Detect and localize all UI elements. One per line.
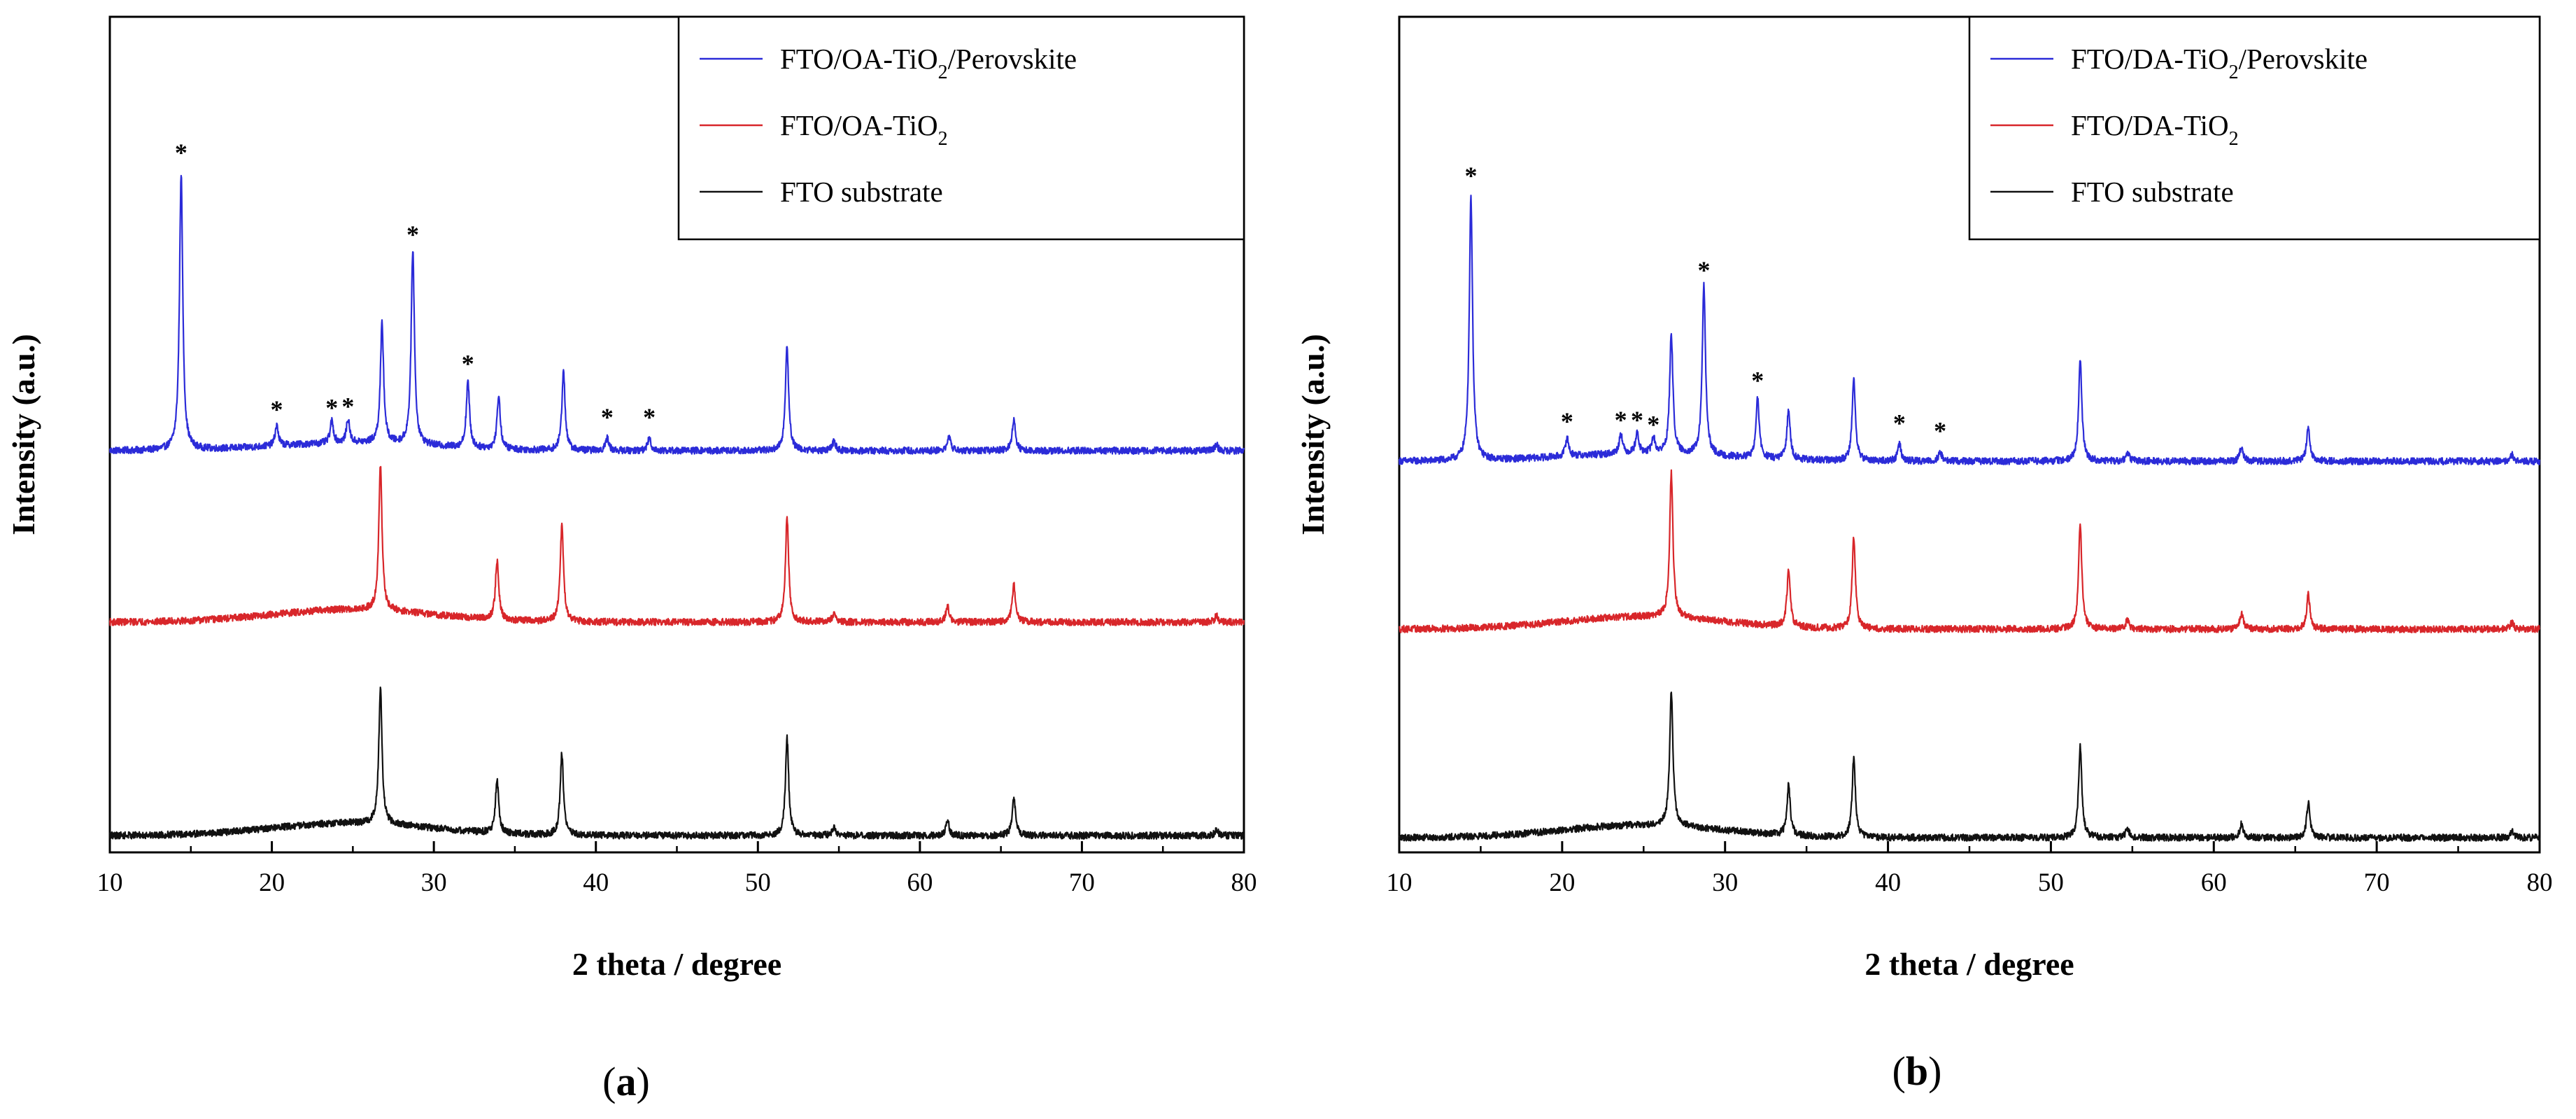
legend-label-suffix: /Perovskite [948,43,1077,75]
x-tick-label: 50 [745,868,771,897]
legend-label-2: FTO substrate [2071,176,2234,208]
series-line-1 [108,465,1245,626]
legend-label-subscript: 2 [938,62,948,83]
legend-label-2: FTO substrate [780,176,943,208]
y-axis-title: Intensity (a.u.) [6,334,41,535]
peak-star-marker: * [1934,417,1946,445]
chart-panel-b: ** * * **** *10 20 30 40 50 60 70 802 theta / degre… [1295,15,2553,1094]
panel-label-close: ) [1928,1048,1941,1094]
x-tick-label: 10 [1387,868,1413,897]
peak-star-marker: * [643,403,656,431]
series-line-2 [109,687,1245,840]
legend-label-subscript: 2 [938,128,948,150]
peak-star-marker: * [1615,406,1627,434]
legend-label-1: FTO/OA-TiO2 [780,109,948,150]
peak-star-marker: * [325,394,338,422]
y-axis-title: Intensity (a.u.) [1295,334,1331,535]
legend-label-main: FTO/OA-TiO [780,43,938,75]
peak-star-marker: * [1464,162,1477,190]
x-tick-label: 70 [1069,868,1095,897]
peak-star-marker: * [601,403,614,431]
series-line-0 [1398,195,2541,465]
legend-label-main: FTO/OA-TiO [780,109,938,141]
x-tick-label: 40 [1875,868,1901,897]
x-tick-label: 30 [421,868,447,897]
legend-label-main: FTO/DA-TiO [2071,109,2229,141]
peak-star-marker: * [1561,407,1573,435]
panel-label-open: ( [602,1059,616,1104]
panel-label-open: ( [1892,1048,1906,1094]
legend-label-main: FTO/DA-TiO [2071,43,2229,75]
panel-label-close: ) [637,1059,650,1104]
series-line-2 [1398,691,2541,842]
series-line-1 [1399,469,2540,633]
peak-star-marker: * [341,392,354,420]
x-tick-label: 10 [97,868,123,897]
x-tick-label: 50 [2038,868,2064,897]
x-tick-label: 20 [1549,868,1575,897]
legend-box [1968,15,2541,241]
x-axis-title: 2 theta / degree [572,946,781,982]
legend-label-subscript: 2 [2229,128,2239,150]
legend-label-0: FTO/DA-TiO2/Perovskite [2071,43,2368,83]
legend-label-1: FTO/DA-TiO2 [2071,109,2239,150]
peak-star-marker: * [406,220,419,248]
series-line-0 [108,174,1245,455]
panel-label-letter: b [1906,1048,1928,1094]
panel-label: (b) [1892,1048,1942,1094]
x-tick-label: 30 [1712,868,1738,897]
peak-star-marker: * [1893,409,1906,437]
peak-star-marker: * [1647,411,1659,439]
chart-panel-a: ** * **** *10 20 30 40 50 60 70 802 theta / degree… [6,15,1257,1104]
x-tick-label: 20 [259,868,285,897]
legend-label-suffix: /Perovskite [2239,43,2368,75]
peak-star-marker: * [175,139,187,167]
peak-star-marker: * [462,350,474,378]
x-tick-label: 60 [907,868,933,897]
panel-label: (a) [602,1059,650,1104]
legend-box [677,15,1245,241]
x-axis-title: 2 theta / degree [1864,946,2074,982]
peak-star-marker: * [1631,406,1643,434]
peak-star-marker: * [1697,256,1710,284]
legend-label-main: FTO substrate [2071,176,2234,208]
legend-label-main: FTO substrate [780,176,943,208]
x-tick-label: 80 [1231,868,1257,897]
peak-star-marker: * [1751,367,1764,395]
x-tick-label: 70 [2364,868,2390,897]
x-tick-label: 40 [583,868,609,897]
panel-label-letter: a [616,1059,637,1104]
x-tick-label: 60 [2201,868,2227,897]
legend-label-0: FTO/OA-TiO2/Perovskite [780,43,1077,83]
x-tick-label: 80 [2527,868,2553,897]
legend-label-subscript: 2 [2229,62,2239,83]
peak-star-marker: * [271,395,283,423]
